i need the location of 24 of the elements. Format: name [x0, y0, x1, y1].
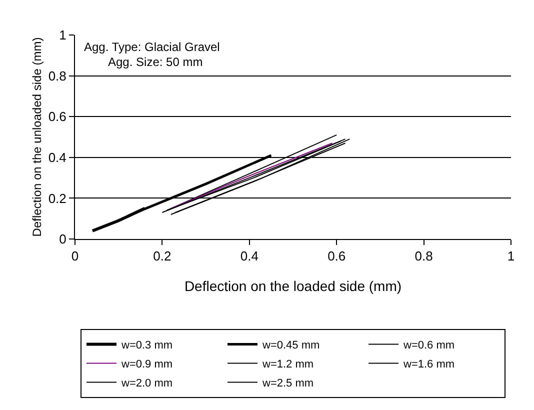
y-tick-label: 0.2 — [48, 190, 66, 206]
x-tick-label: 0.6 — [328, 248, 346, 264]
x-tick-label: 1 — [507, 248, 515, 264]
y-tick-label: 0.6 — [48, 109, 66, 124]
legend-label: w=0.6 mm — [402, 340, 455, 352]
x-tick-label: 0.2 — [153, 248, 172, 264]
legend-label: w=0.3 mm — [120, 340, 173, 352]
annotation: Agg. Type: Glacial Gravel — [84, 40, 220, 54]
x-axis-title: Deflection on the loaded side (mm) — [184, 278, 402, 294]
y-tick-label: 0.8 — [48, 68, 66, 84]
legend-label: w=0.45 mm — [262, 340, 320, 352]
y-tick-label: 0.4 — [48, 150, 66, 165]
y-axis-title: Deflection on the unloaded side (mm) — [30, 37, 44, 237]
legend-label: w=2.0 mm — [120, 378, 173, 390]
x-tick-label: 0.8 — [414, 248, 433, 264]
x-tick-label: 0 — [71, 248, 79, 264]
y-tick-label: 0 — [59, 232, 66, 247]
annotation: Agg. Size: 50 mm — [108, 55, 203, 69]
legend-label: w=0.9 mm — [120, 358, 173, 371]
y-tick-label: 1 — [59, 28, 66, 43]
x-tick-label: 0.4 — [240, 248, 258, 264]
legend-label: w=1.6 mm — [402, 358, 455, 371]
legend-label: w=1.2 mm — [262, 358, 314, 371]
legend-label: w=2.5 mm — [262, 378, 314, 390]
